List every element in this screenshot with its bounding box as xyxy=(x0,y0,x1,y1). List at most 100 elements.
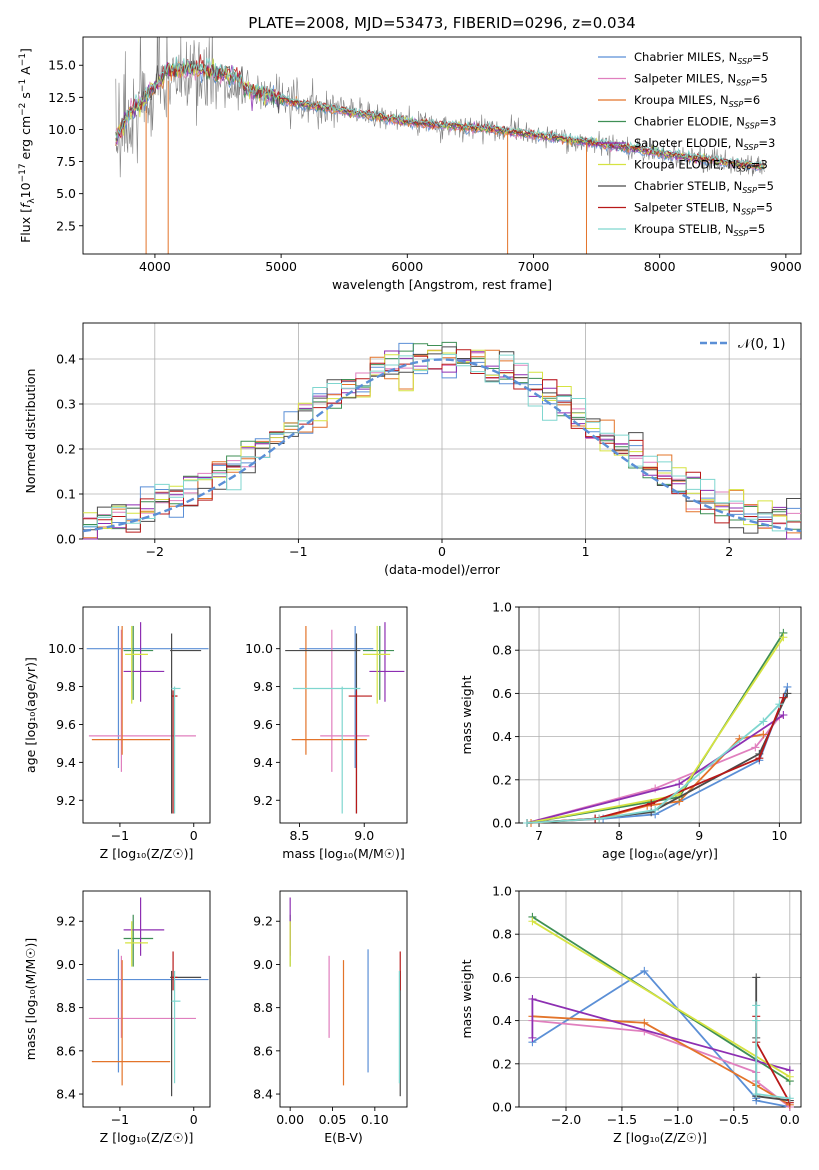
x-tick-label: 9 xyxy=(695,828,703,843)
legend-entry-name: Salpeter STELIB xyxy=(634,201,725,215)
legend-entry: Salpeter STELIB, NSSP=5 xyxy=(634,201,773,217)
series-line-8 xyxy=(755,1005,790,1100)
legend-entry-eq: = xyxy=(748,222,758,236)
y-tick-label: 10.0 xyxy=(48,122,76,137)
data-point xyxy=(528,995,537,1003)
y-axis-label: Flux [fλ10−17 erg cm−2 s−1 A−1] xyxy=(18,48,37,243)
legend-entry: 𝒩(0, 1) xyxy=(738,337,785,352)
legend-entry-sep: , xyxy=(721,50,728,64)
data-point xyxy=(640,1018,649,1027)
data-point xyxy=(752,973,761,982)
x-tick-label: 4000 xyxy=(139,259,171,274)
legend-entry-name: Chabrier STELIB xyxy=(634,179,726,193)
data-point xyxy=(783,689,792,698)
data-point xyxy=(755,754,764,763)
legend-entry-name: Chabrier ELODIE xyxy=(634,115,729,129)
data-point xyxy=(647,799,656,808)
y-axis-label-part: −2 xyxy=(18,103,28,116)
y-axis-label-part: 10 xyxy=(18,182,33,198)
legend-entry-name: Salpeter MILES xyxy=(634,72,720,86)
residuals-panel: −2 −1 0 1 2 0.0 0.1 0.2 0.3 0.4 (data-model)/error… xyxy=(23,322,802,577)
y-axis-label-part: ] xyxy=(18,48,33,53)
legend-entry-sep: , xyxy=(718,222,725,236)
series-line-5 xyxy=(531,920,791,1078)
y-axis-label-part: −1 xyxy=(18,53,28,66)
x-tick-label: 0.10 xyxy=(361,1112,389,1127)
data-point xyxy=(785,1094,794,1103)
data-point xyxy=(751,743,760,752)
x-tick-label: 8 xyxy=(615,828,623,843)
legend-entry-n-sub: SSP xyxy=(737,57,752,66)
data-point xyxy=(779,711,788,719)
legend-entry-n-sub: SSP xyxy=(736,165,751,174)
legend-entry: Chabrier ELODIE, NSSP=3 xyxy=(634,115,776,131)
y-tick-label: 0.2 xyxy=(492,772,512,787)
data-point xyxy=(675,780,684,789)
y-tick-label: 0.3 xyxy=(56,397,76,412)
spectrum-panel: 4000 5000 6000 7000 8000 9000 2.5 5.0 7.5 10.0 12.… xyxy=(18,14,802,292)
y-axis-label: mass [log₁₀(M/M☉)] xyxy=(23,938,38,1060)
axes-frame xyxy=(518,890,802,1108)
y-axis-label-part: f xyxy=(18,202,33,208)
x-axis-label: (data-model)/error xyxy=(384,562,501,577)
x-tick-label: 0.05 xyxy=(319,1112,347,1127)
legend-entry-n: 5 xyxy=(767,179,774,193)
y-axis-label-part: erg cm xyxy=(18,116,33,164)
legend-entry-sep: , xyxy=(720,72,727,86)
chart-title: PLATE=2008, MJD=53473, FIBERID=0296, z=0… xyxy=(248,14,635,32)
y-axis-label: age [log₁₀(age/yr)] xyxy=(23,657,38,773)
x-tick-label: −1 xyxy=(111,828,129,843)
y-tick-label: 9.8 xyxy=(253,679,273,694)
y-tick-label: 5.0 xyxy=(56,186,76,201)
y-tick-label: 12.5 xyxy=(48,90,76,105)
y-tick-label: 9.6 xyxy=(253,717,273,732)
series-line-0 xyxy=(526,686,789,824)
legend-entry-eq: = xyxy=(757,179,767,193)
y-tick-label: 10.0 xyxy=(48,641,76,656)
data-point xyxy=(759,730,768,739)
y-tick-label: 9.8 xyxy=(56,679,76,694)
x-tick-label: 9000 xyxy=(770,259,802,274)
series-line-4 xyxy=(531,997,791,1072)
y-tick-label: 0.8 xyxy=(492,927,512,942)
observed-spectrum xyxy=(115,37,765,178)
x-tick-label: 0 xyxy=(190,828,198,843)
y-axis-label-part: λ xyxy=(27,198,37,204)
legend-entry-eq: = xyxy=(760,115,770,129)
legend-entry: Kroupa ELODIE, NSSP=3 xyxy=(634,158,768,174)
legend-entry-n: 3 xyxy=(768,136,775,150)
x-tick-label: 9.0 xyxy=(354,828,374,843)
x-tick-label: 7000 xyxy=(518,259,550,274)
x-tick-label: 0.00 xyxy=(276,1112,304,1127)
y-tick-label: 8.8 xyxy=(56,1000,76,1015)
y-tick-label: 8.6 xyxy=(56,1043,76,1058)
data-point xyxy=(640,966,649,975)
y-tick-label: 9.4 xyxy=(253,755,273,770)
legend-entry-n-prefix: N xyxy=(727,72,736,86)
y-tick-label: 0.2 xyxy=(56,442,76,457)
legend-entry-name: Kroupa ELODIE xyxy=(634,158,720,172)
y-axis-label-part: −17 xyxy=(18,163,28,182)
y-tick-label: 9.6 xyxy=(56,717,76,732)
legend-entry-name: Kroupa STELIB xyxy=(634,222,718,236)
axes-frame xyxy=(518,606,802,824)
legend-entry-sep: , xyxy=(725,201,732,215)
y-tick-label: 9.2 xyxy=(253,793,273,808)
mass-weight-vs-metallicity-panel: −2.0 −1.5 −1.0 −0.5 0.0 0.0 0.2 0.4 0.6 0.8 1.0 Z [… xyxy=(459,884,802,1145)
y-axis-label: Normed distribution xyxy=(23,369,38,494)
y-tick-label: 9.4 xyxy=(56,755,76,770)
x-axis-label: E(B-V) xyxy=(324,1130,363,1145)
x-tick-label: 5000 xyxy=(265,259,297,274)
y-tick-label: 9.0 xyxy=(253,957,273,972)
y-tick-label: 8.8 xyxy=(253,1000,273,1015)
legend-entry-n-sub: SSP xyxy=(736,79,751,88)
mass-vs-reddening-panel: 0.00 0.05 0.10 8.4 8.6 8.8 9.0 9.2 E(B-V) xyxy=(253,890,408,1145)
histogram-step-8 xyxy=(83,353,801,532)
x-axis-label: mass [log₁₀(M/M☉)] xyxy=(282,846,404,861)
legend-entry-n-prefix: N xyxy=(727,158,736,172)
y-tick-label: 7.5 xyxy=(56,154,76,169)
x-tick-label: 10 xyxy=(771,828,787,843)
legend-entry-n: 5 xyxy=(758,222,765,236)
x-tick-label: 0 xyxy=(438,544,446,559)
legend-entry: Salpeter MILES, NSSP=5 xyxy=(634,72,768,88)
